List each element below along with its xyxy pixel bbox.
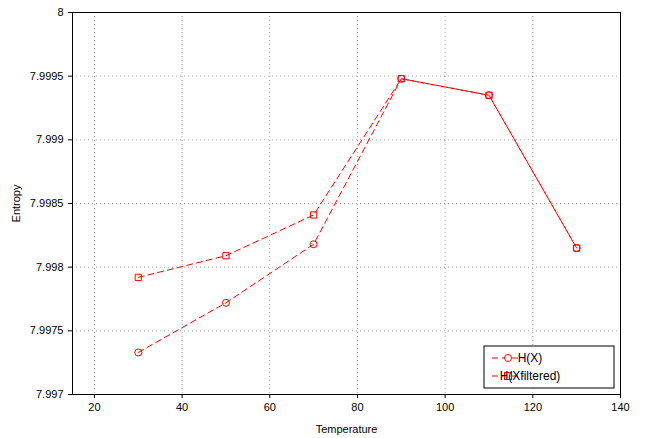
- svg-text:7.9975: 7.9975: [30, 324, 64, 336]
- svg-text:100: 100: [436, 401, 454, 413]
- svg-text:7.9985: 7.9985: [30, 197, 64, 209]
- svg-text:60: 60: [264, 401, 276, 413]
- svg-text:140: 140: [611, 401, 629, 413]
- svg-text:H(X): H(X): [518, 351, 543, 365]
- svg-text:7.999: 7.999: [36, 133, 64, 145]
- svg-text:7.997: 7.997: [36, 388, 64, 400]
- svg-text:80: 80: [351, 401, 363, 413]
- svg-text:120: 120: [524, 401, 542, 413]
- svg-text:20: 20: [88, 401, 100, 413]
- svg-text:8: 8: [57, 6, 63, 18]
- svg-text:H(Xfiltered): H(Xfiltered): [500, 369, 561, 383]
- svg-text:7.9995: 7.9995: [30, 70, 64, 82]
- svg-text:40: 40: [176, 401, 188, 413]
- svg-text:Temperature: Temperature: [316, 423, 378, 435]
- svg-text:7.998: 7.998: [36, 261, 64, 273]
- svg-text:Entropy: Entropy: [10, 184, 22, 222]
